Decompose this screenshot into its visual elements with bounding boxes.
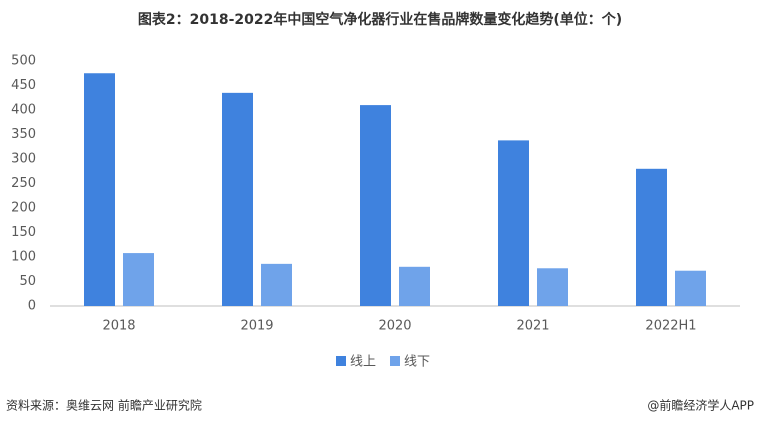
bar: [537, 268, 568, 306]
y-tick-label: 400: [11, 103, 36, 118]
y-tick-label: 450: [11, 78, 36, 93]
bar: [399, 266, 430, 306]
bar: [261, 263, 292, 306]
bar: [222, 92, 253, 306]
x-tick-label: 2020: [378, 319, 411, 334]
source-note: 资料来源：奥维云网 前瞻产业研究院: [6, 398, 202, 413]
credit-note: @前瞻经济学人APP: [647, 398, 754, 413]
y-tick-label: 150: [11, 225, 36, 240]
bar: [498, 140, 529, 306]
y-tick-label: 200: [11, 201, 36, 216]
x-tick-label: 2022H1: [645, 319, 696, 334]
bar: [360, 105, 391, 306]
legend-label: 线上: [350, 355, 376, 370]
y-tick-label: 300: [11, 152, 36, 167]
legend-swatch: [336, 356, 346, 366]
y-tick-label: 50: [19, 274, 36, 289]
legend-label: 线下: [404, 355, 430, 370]
bar: [84, 73, 115, 306]
chart-title: 图表2：2018-2022年中国空气净化器行业在售品牌数量变化趋势(单位：个): [138, 11, 622, 28]
bar: [636, 168, 667, 306]
x-tick-label: 2021: [516, 319, 549, 334]
x-tick-label: 2018: [102, 319, 135, 334]
x-tick-label: 2019: [240, 319, 273, 334]
bar: [675, 270, 706, 306]
bar: [123, 253, 154, 306]
y-tick-label: 350: [11, 127, 36, 142]
y-tick-label: 0: [28, 299, 36, 314]
y-tick-label: 250: [11, 176, 36, 191]
y-tick-label: 100: [11, 250, 36, 265]
y-tick-label: 500: [11, 54, 36, 69]
legend-swatch: [390, 356, 400, 366]
